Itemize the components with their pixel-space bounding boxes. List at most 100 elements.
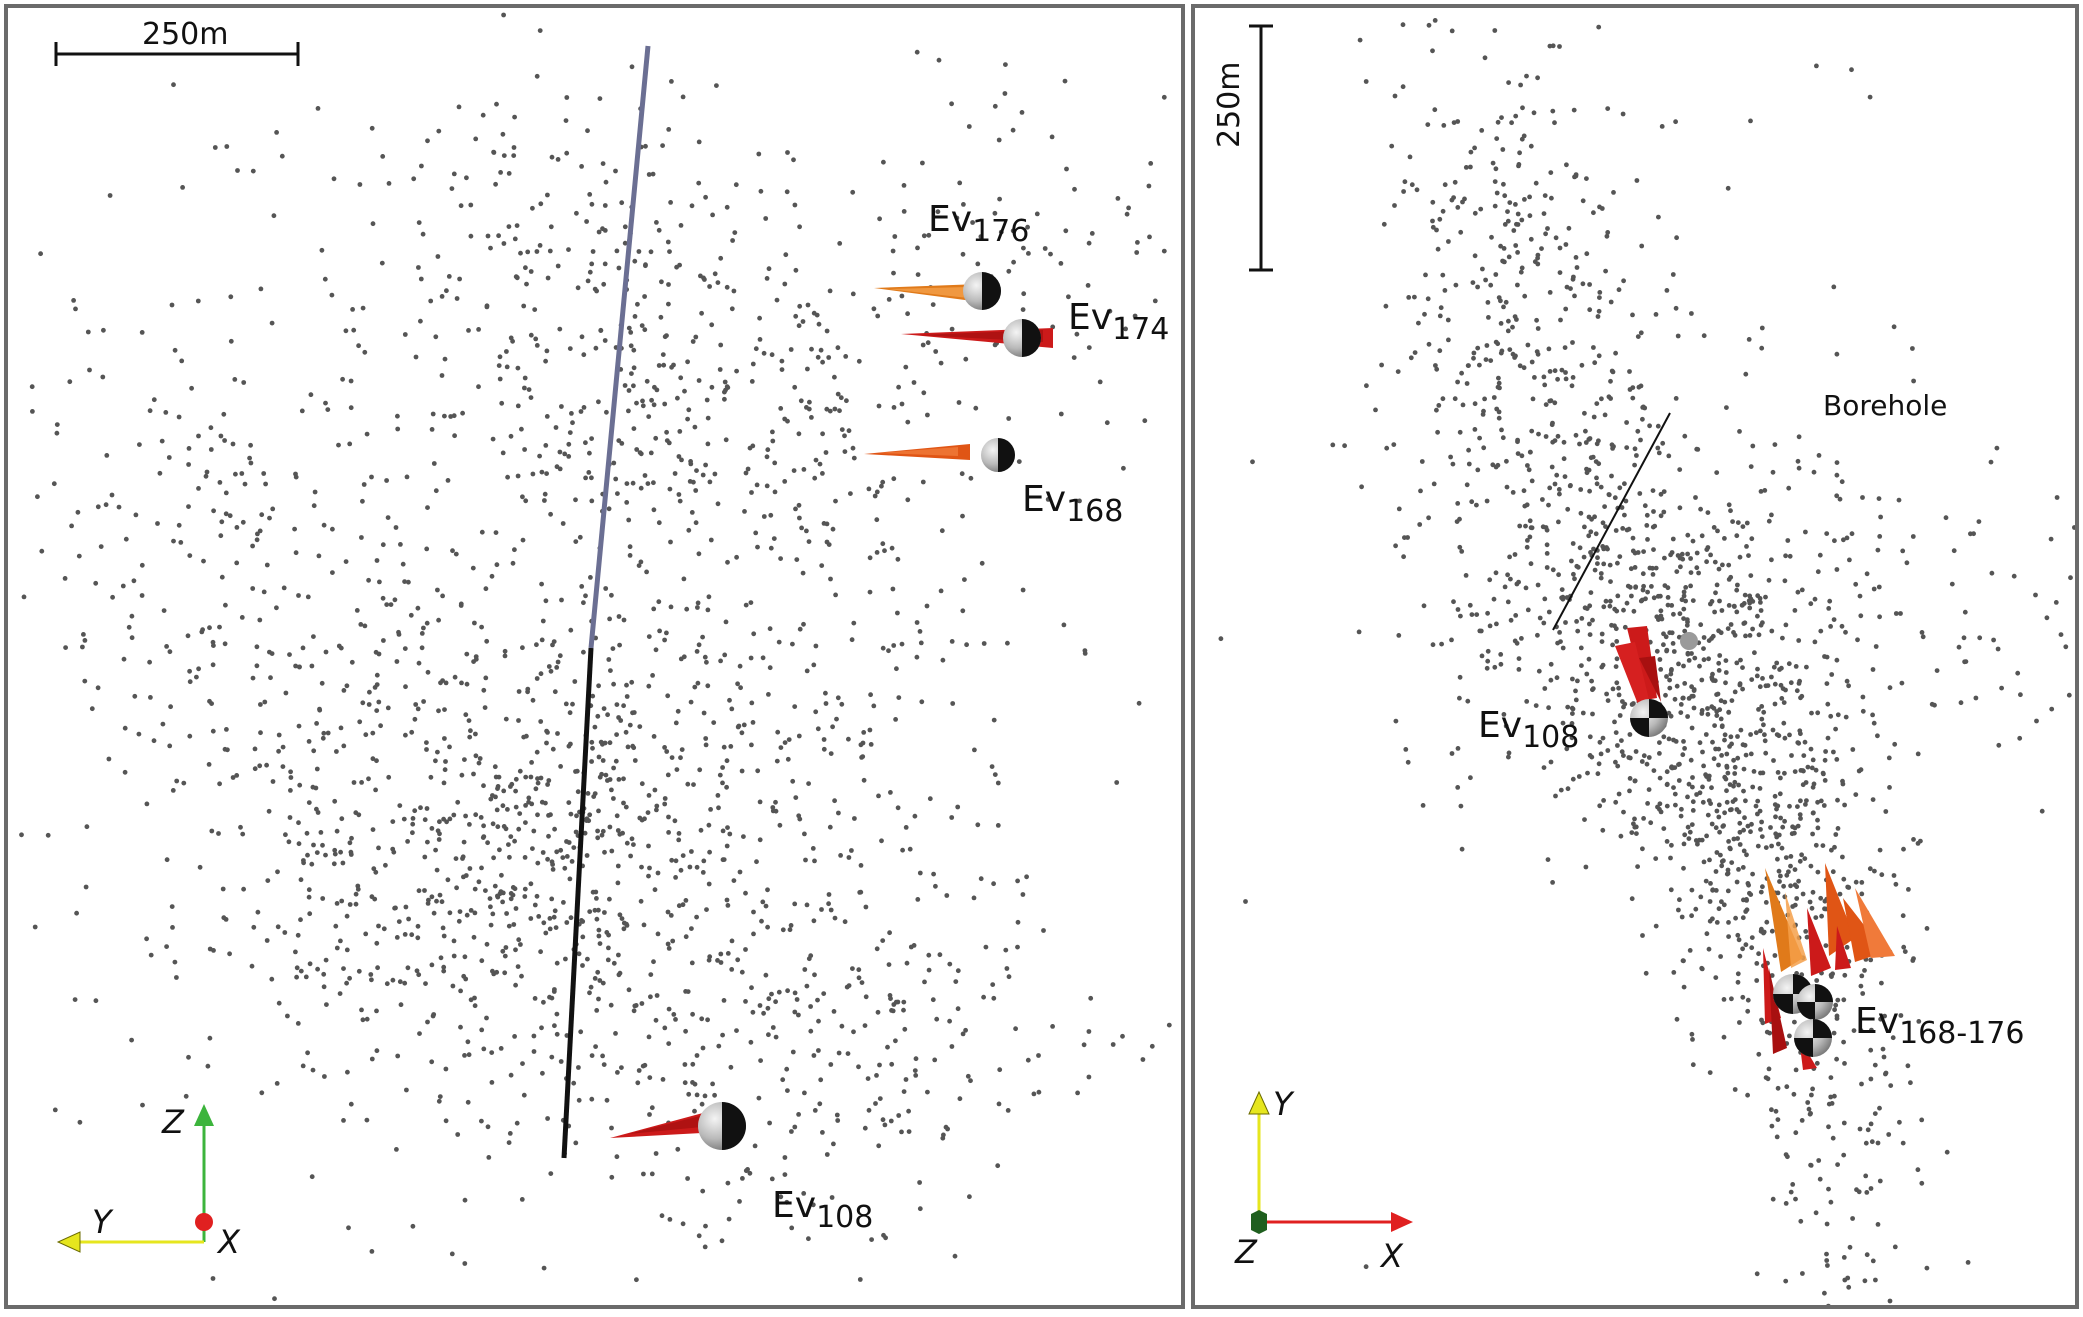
seismic-event-point — [1512, 314, 1518, 319]
seismic-event-point — [803, 857, 808, 863]
seismic-event-point — [1704, 833, 1709, 839]
seismic-event-point — [1693, 906, 1699, 912]
seismic-event-point — [959, 471, 965, 477]
seismic-event-point — [1555, 376, 1560, 382]
seismic-event-point — [1863, 1173, 1869, 1179]
seismic-event-point — [708, 537, 714, 543]
seismic-event-point — [1694, 565, 1700, 571]
seismic-event-point — [1821, 803, 1827, 808]
seismic-event-point — [471, 934, 477, 940]
seismic-event-point — [1795, 804, 1800, 809]
scale-label: 250m — [1212, 61, 1247, 148]
seismic-event-point — [1645, 801, 1650, 806]
seismic-event-point — [1879, 872, 1885, 878]
seismic-event-point — [675, 708, 681, 714]
seismic-event-point — [773, 799, 778, 805]
seismic-event-point — [286, 839, 292, 845]
seismic-event-point — [1615, 743, 1620, 748]
seismic-event-point — [543, 598, 549, 604]
seismic-event-point — [559, 597, 564, 603]
seismic-event-point — [1635, 864, 1640, 869]
seismic-event-point — [447, 744, 452, 750]
seismic-event-point — [1661, 734, 1667, 740]
seismic-event-point — [926, 232, 932, 238]
seismic-event-point — [1814, 1060, 1820, 1066]
seismic-event-point — [940, 1135, 946, 1141]
seismic-event-point — [429, 962, 435, 968]
seismic-event-point — [885, 1044, 890, 1050]
seismic-event-point — [1669, 603, 1675, 608]
seismic-event-point — [1472, 145, 1477, 151]
beachball-icon — [963, 272, 1001, 310]
seismic-event-point — [1780, 635, 1785, 641]
seismic-event-point — [647, 865, 652, 871]
seismic-event-point — [297, 664, 302, 670]
seismic-event-point — [234, 525, 240, 530]
seismic-event-point — [752, 1143, 758, 1149]
seismic-event-point — [809, 346, 814, 352]
seismic-event-point — [1860, 694, 1866, 700]
seismic-event-point — [172, 347, 178, 353]
seismic-event-point — [1048, 251, 1053, 257]
seismic-event-point — [838, 853, 843, 858]
seismic-event-point — [810, 1202, 816, 1208]
seismic-event-point — [1865, 1127, 1871, 1133]
seismic-event-point — [232, 377, 238, 382]
seismic-event-point — [1819, 913, 1824, 919]
seismic-event-point — [1682, 832, 1688, 838]
seismic-event-point — [1494, 190, 1500, 196]
seismic-event-point — [1828, 624, 1833, 629]
seismic-event-point — [495, 786, 500, 791]
seismic-event-point — [1615, 763, 1621, 769]
seismic-event-point — [532, 902, 538, 908]
seismic-event-point — [630, 480, 636, 486]
seismic-event-point — [1775, 770, 1781, 775]
seismic-event-point — [1681, 616, 1686, 621]
seismic-event-point — [525, 686, 531, 692]
seismic-event-point — [1716, 746, 1722, 752]
seismic-event-point — [1826, 1303, 1831, 1305]
seismic-event-point — [258, 286, 264, 292]
seismic-event-point — [1604, 545, 1609, 550]
seismic-event-point — [467, 822, 472, 827]
seismic-event-point — [1553, 793, 1558, 799]
seismic-event-point — [222, 438, 228, 443]
seismic-event-point — [107, 193, 113, 198]
seismic-event-point — [751, 931, 756, 937]
seismic-event-point — [792, 384, 798, 390]
seismic-event-point — [1110, 1042, 1116, 1047]
seismic-event-point — [1681, 865, 1686, 871]
seismic-event-point — [1449, 751, 1455, 756]
seismic-event-point — [960, 608, 966, 614]
seismic-event-point — [429, 894, 435, 900]
seismic-event-point — [539, 581, 544, 587]
seismic-event-point — [1115, 196, 1121, 201]
seismic-event-point — [806, 781, 811, 786]
seismic-event-point — [1482, 396, 1487, 402]
seismic-event-point — [501, 241, 507, 246]
seismic-event-point — [811, 662, 817, 668]
seismic-event-point — [646, 793, 652, 798]
seismic-event-point — [1813, 842, 1819, 848]
seismic-event-point — [473, 656, 479, 662]
seismic-event-point — [1731, 757, 1736, 763]
seismic-event-point — [1707, 918, 1713, 924]
seismic-event-point — [1811, 810, 1816, 816]
seismic-event-point — [1576, 774, 1582, 779]
seismic-event-point — [683, 934, 689, 940]
seismic-event-point — [757, 337, 763, 342]
seismic-event-point — [1527, 449, 1533, 455]
seismic-event-point — [1737, 820, 1743, 826]
seismic-event-point — [1833, 832, 1839, 837]
seismic-event-point — [734, 368, 739, 374]
seismic-event-point — [1815, 799, 1820, 805]
seismic-event-point — [547, 248, 553, 254]
seismic-event-point — [1497, 385, 1502, 391]
seismic-event-point — [1714, 850, 1720, 855]
seismic-event-point — [1594, 475, 1599, 481]
seismic-event-point — [1900, 548, 1906, 554]
seismic-event-point — [1676, 778, 1682, 783]
seismic-event-point — [1379, 362, 1384, 368]
seismic-event-point — [337, 991, 343, 996]
seismic-event-point — [1592, 514, 1597, 520]
